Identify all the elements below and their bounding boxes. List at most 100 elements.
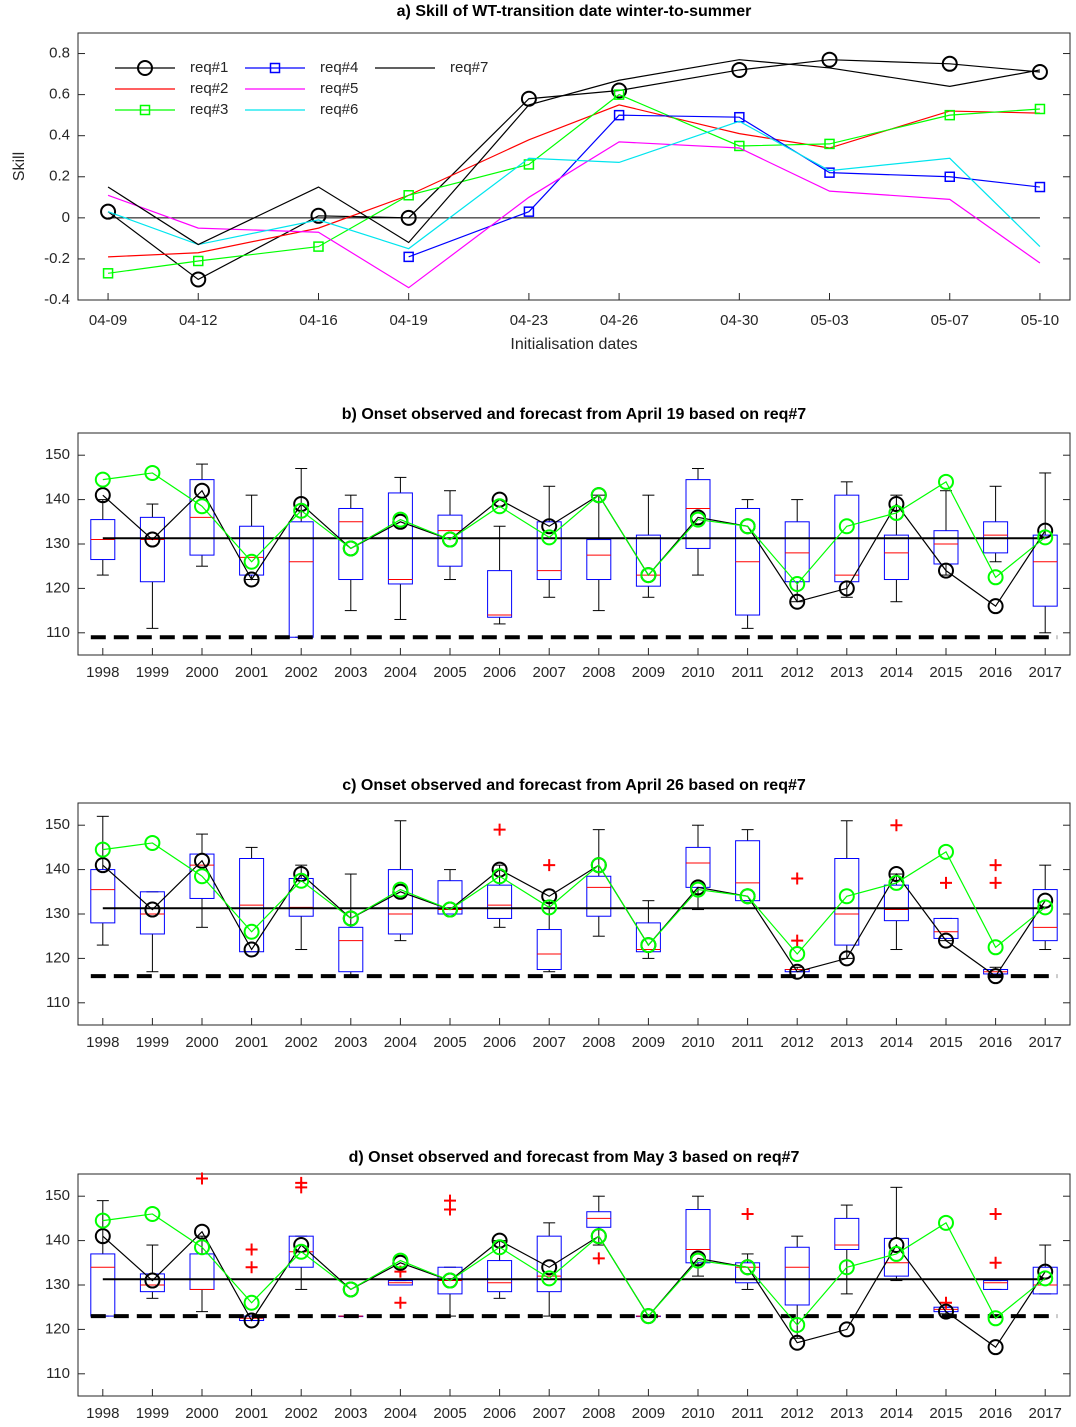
y-tick-label: 0.4 xyxy=(49,127,70,144)
point xyxy=(987,598,1004,615)
point xyxy=(144,834,161,851)
y-tick-label: 130 xyxy=(45,905,70,922)
y-tick-label: 140 xyxy=(45,1232,70,1249)
series-line xyxy=(102,1213,1046,1326)
plot-area xyxy=(77,1173,1071,1397)
point xyxy=(442,1272,458,1289)
point xyxy=(789,945,806,962)
legend-label: req#2 xyxy=(190,80,228,97)
chart-title: c) Onset observed and forecast from Apri… xyxy=(342,777,806,794)
legend-marker xyxy=(269,62,281,74)
point xyxy=(640,567,657,584)
point xyxy=(243,1294,260,1311)
x-tick-label: 2002 xyxy=(285,664,318,681)
box xyxy=(288,877,314,917)
legend-label: req#7 xyxy=(450,59,488,76)
point xyxy=(400,209,417,226)
point xyxy=(944,171,956,183)
point xyxy=(789,1316,806,1333)
point xyxy=(403,251,414,263)
point xyxy=(789,1334,806,1351)
point xyxy=(243,1312,260,1329)
point xyxy=(144,1205,161,1222)
legend-label: req#6 xyxy=(320,101,358,118)
x-tick-label: 2007 xyxy=(533,1405,566,1422)
point xyxy=(94,857,111,874)
point xyxy=(987,968,1004,985)
point xyxy=(313,241,324,252)
point xyxy=(987,939,1004,956)
plot-area xyxy=(77,432,1071,656)
point xyxy=(734,140,745,152)
chart-title: a) Skill of WT-transition date winter-to… xyxy=(397,3,752,20)
x-tick-label: 2003 xyxy=(334,1405,367,1422)
point xyxy=(392,881,409,898)
point xyxy=(144,531,161,548)
point xyxy=(789,593,806,610)
series-line xyxy=(102,1230,1046,1349)
point xyxy=(690,881,706,898)
outlier xyxy=(989,1256,1002,1269)
box xyxy=(834,858,860,946)
y-tick-label: 110 xyxy=(46,624,70,641)
box xyxy=(487,1260,513,1293)
box xyxy=(90,869,116,924)
point xyxy=(1034,103,1046,115)
x-tick-label: 2017 xyxy=(1029,1034,1062,1051)
point xyxy=(987,569,1004,586)
point xyxy=(541,1259,558,1276)
point xyxy=(838,580,855,597)
x-tick-label: 2005 xyxy=(433,1034,466,1051)
point xyxy=(243,923,260,940)
x-tick-label: 04-09 xyxy=(89,312,127,329)
point xyxy=(938,843,954,860)
y-tick-label: 110 xyxy=(46,1365,70,1382)
x-tick-label: 05-10 xyxy=(1021,312,1059,329)
point xyxy=(194,852,210,869)
point xyxy=(190,271,207,288)
legend-label: req#1 xyxy=(190,59,228,76)
x-tick-label: 2002 xyxy=(285,1405,318,1422)
box xyxy=(883,884,909,922)
y-tick-label: 120 xyxy=(45,1320,70,1337)
box xyxy=(834,1217,860,1250)
point xyxy=(944,109,956,121)
y-tick-label: 0.8 xyxy=(49,45,70,62)
point xyxy=(293,872,310,889)
series-line xyxy=(102,842,1046,955)
x-tick-label: 2012 xyxy=(781,1405,814,1422)
box xyxy=(437,880,463,915)
y-tick-label: 140 xyxy=(45,491,70,508)
outlier xyxy=(791,872,804,885)
x-tick-label: 2009 xyxy=(632,664,665,681)
point xyxy=(144,901,161,918)
point xyxy=(403,190,414,201)
point xyxy=(194,1239,210,1256)
point xyxy=(541,518,558,535)
point xyxy=(838,1259,855,1276)
y-tick-label: -0.2 xyxy=(44,250,70,267)
point xyxy=(888,496,905,513)
x-tick-label: 2000 xyxy=(185,664,218,681)
x-tick-label: 2013 xyxy=(830,1034,863,1051)
x-tick-label: 2006 xyxy=(483,1034,516,1051)
outlier xyxy=(543,859,556,872)
plot-area xyxy=(77,802,1071,1026)
box xyxy=(1032,1266,1058,1295)
x-tick-label: 04-19 xyxy=(389,312,427,329)
x-tick-label: 2000 xyxy=(185,1405,218,1422)
point xyxy=(192,255,204,267)
point xyxy=(824,138,835,150)
y-tick-label: 110 xyxy=(46,994,70,1011)
point xyxy=(888,874,905,891)
x-tick-label: 2013 xyxy=(830,1405,863,1422)
point xyxy=(293,1243,310,1260)
box xyxy=(784,1246,810,1306)
box xyxy=(239,525,265,576)
x-tick-label: 2007 xyxy=(533,664,566,681)
box xyxy=(586,539,612,581)
point xyxy=(938,1214,954,1231)
point xyxy=(392,511,409,528)
x-tick-label: 2011 xyxy=(731,1034,763,1051)
point xyxy=(94,487,111,504)
